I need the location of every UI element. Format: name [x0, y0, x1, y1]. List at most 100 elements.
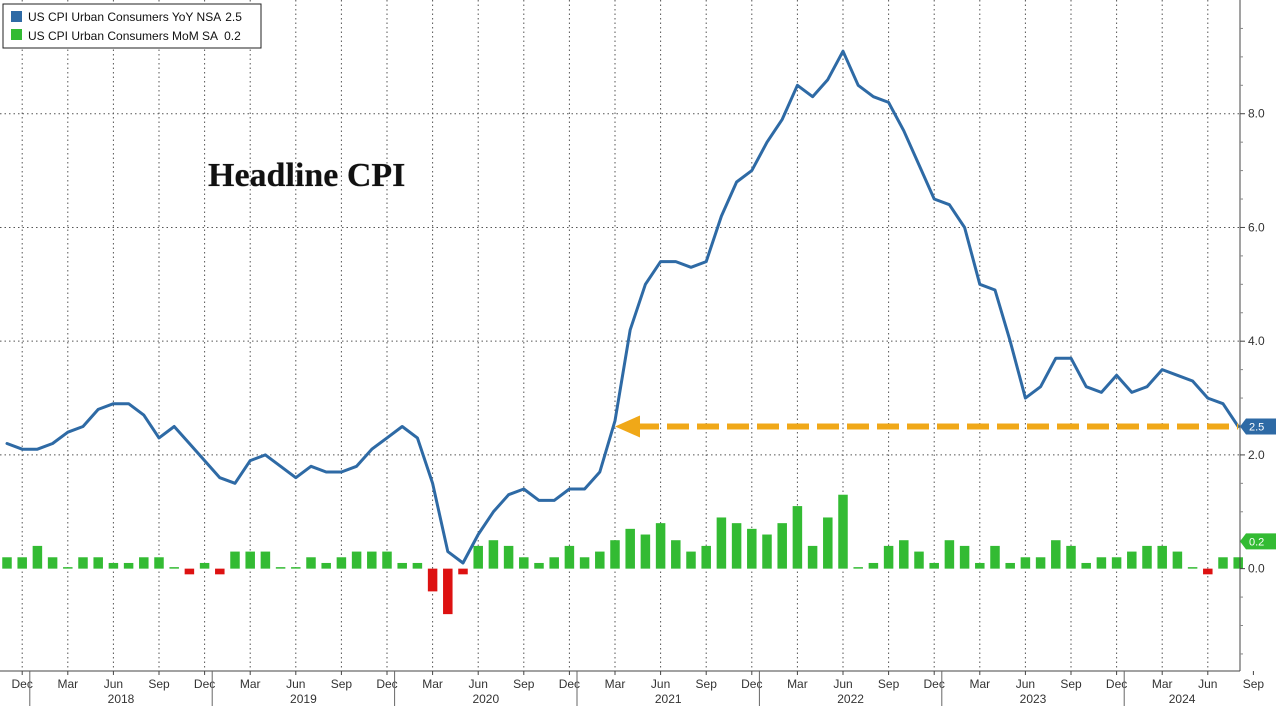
x-tick-label: Sep: [878, 677, 900, 691]
mom-bar: [1035, 557, 1046, 569]
mom-bar: [640, 534, 651, 569]
mom-bar: [63, 567, 73, 569]
mom-bar: [1157, 545, 1167, 569]
mom-bar: [397, 562, 407, 569]
y-tick-label: 2.0: [1248, 448, 1265, 462]
y-tick-label: 4.0: [1248, 334, 1265, 348]
x-tick-label: Jun: [651, 677, 670, 691]
arrow-layer: [615, 415, 1239, 438]
year-label: 2024: [1169, 692, 1196, 706]
mom-bar: [1096, 557, 1107, 569]
arrow-head: [615, 415, 640, 438]
x-tick-label: Mar: [605, 677, 626, 691]
x-tick-label: Jun: [833, 677, 852, 691]
mom-bar: [123, 562, 134, 569]
mom-badge-bg: [1240, 533, 1276, 550]
x-tick-label: Mar: [1152, 677, 1173, 691]
year-label: 2019: [290, 692, 317, 706]
y-tick-label: 8.0: [1248, 107, 1265, 121]
mom-bar: [686, 551, 696, 569]
mom-bar: [944, 540, 955, 569]
mom-bar: [1172, 551, 1183, 569]
mom-bar: [731, 523, 742, 569]
mom-bar: [564, 545, 575, 569]
mom-bar: [595, 551, 605, 569]
mom-bar: [701, 545, 711, 569]
mom-bar: [458, 568, 468, 575]
year-label: 2021: [655, 692, 682, 706]
mom-bar: [610, 540, 620, 569]
mom-bar: [351, 551, 362, 569]
mom-bar: [1051, 540, 1061, 569]
mom-bar: [1233, 557, 1243, 569]
x-tick-label: Jun: [1016, 677, 1035, 691]
legend-label-yoy: US CPI Urban Consumers YoY NSA 2.5: [28, 10, 242, 24]
mom-bar: [929, 562, 939, 569]
mom-bar: [762, 534, 772, 569]
mom-bar: [169, 567, 179, 569]
mom-bar: [321, 562, 331, 569]
mom-bar: [139, 557, 149, 569]
mom-bar: [382, 551, 392, 569]
mom-bar: [625, 528, 635, 569]
yoy-badge-bg: [1240, 418, 1276, 435]
x-tick-label: Sep: [1060, 677, 1082, 691]
year-label: 2018: [108, 692, 135, 706]
x-tick-label: Jun: [1198, 677, 1217, 691]
mom-bar: [792, 506, 803, 569]
mom-bar: [245, 551, 255, 569]
x-tick-label: Sep: [1243, 677, 1265, 691]
mom-bar: [868, 562, 879, 569]
y-tick-label: 0.0: [1248, 562, 1265, 576]
mom-bar: [1111, 557, 1122, 569]
mom-bar: [503, 545, 514, 569]
mom-bar: [306, 557, 316, 569]
mom-bar: [230, 551, 240, 569]
x-tick-label: Jun: [286, 677, 305, 691]
x-tick-label: Mar: [240, 677, 261, 691]
mom-bar: [671, 540, 681, 569]
legend-box: [2, 3, 262, 49]
mom-bar: [747, 528, 757, 569]
mom-bar: [777, 523, 787, 569]
x-tick-label: Mar: [422, 677, 443, 691]
mom-bar: [367, 551, 377, 569]
mom-bar: [443, 568, 453, 615]
mom-bar: [899, 540, 909, 569]
mom-bar: [336, 557, 347, 569]
x-tick-label: Dec: [12, 677, 33, 691]
mom-bar: [883, 545, 894, 569]
mom-bar: [412, 562, 423, 569]
mom-bar: [549, 557, 559, 569]
mom-bar: [959, 545, 970, 569]
mom-bar: [1187, 567, 1198, 569]
mom-bar: [473, 545, 483, 569]
mom-bars: [2, 494, 1243, 615]
mom-bar: [184, 568, 195, 575]
mom-bar: [1020, 557, 1031, 569]
mom-bar: [655, 523, 666, 569]
mom-bar: [519, 557, 529, 569]
year-label: 2023: [1020, 692, 1047, 706]
yoy-line: [5, 49, 1240, 565]
mom-bar: [291, 567, 301, 569]
year-label: 2022: [837, 692, 864, 706]
mom-bar: [838, 494, 848, 569]
mom-bar: [78, 557, 88, 569]
mom-bar: [1005, 562, 1015, 569]
mom-bar: [154, 557, 164, 569]
mom-bar: [1203, 568, 1213, 575]
mom-bar: [47, 557, 58, 569]
x-tick-label: Mar: [57, 677, 78, 691]
mom-bar: [1142, 545, 1152, 569]
x-tick-label: Dec: [1106, 677, 1127, 691]
x-tick-label: Sep: [331, 677, 353, 691]
legend-label-mom: US CPI Urban Consumers MoM SA 0.2: [28, 29, 241, 43]
mom-bar: [93, 557, 103, 569]
y-tick-label: 6.0: [1248, 220, 1265, 234]
mom-bar: [579, 557, 590, 569]
mom-bar: [275, 567, 286, 569]
mom-bar: [990, 545, 1000, 569]
mom-bar: [1127, 551, 1137, 569]
x-tick-label: Jun: [104, 677, 123, 691]
